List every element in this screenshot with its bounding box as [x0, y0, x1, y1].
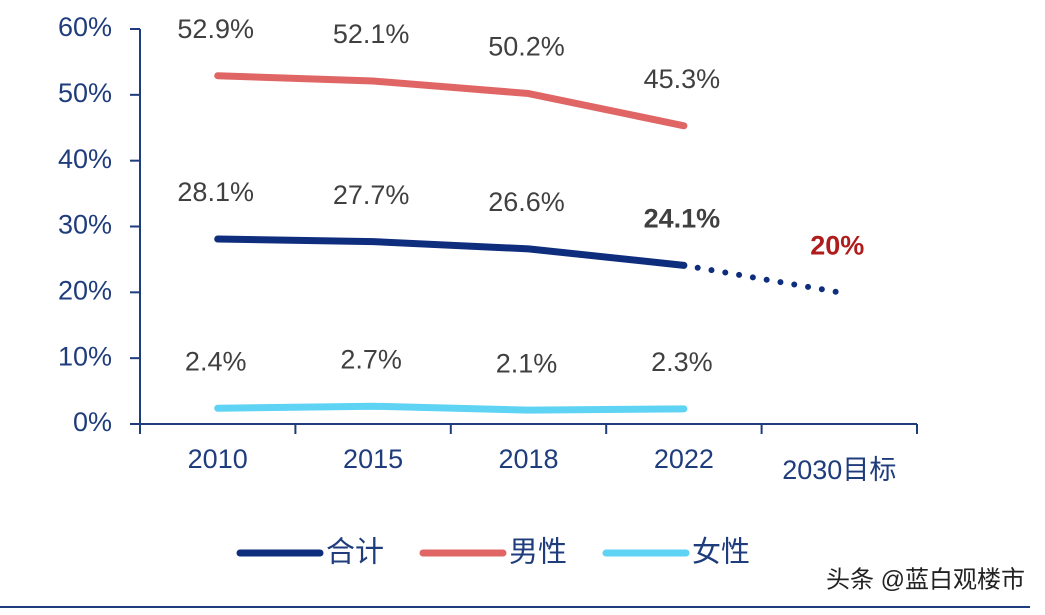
x-tick-label: 2015 [343, 444, 403, 474]
x-tick-label: 2018 [498, 444, 558, 474]
projection-line [680, 262, 843, 296]
series-line [214, 72, 688, 130]
data-label: 26.6% [488, 187, 565, 217]
y-tick-label: 50% [58, 78, 112, 108]
y-tick-label: 30% [58, 210, 112, 240]
data-label: 27.7% [333, 180, 410, 210]
legend-label: 合计 [326, 536, 384, 569]
data-label: 45.3% [644, 64, 721, 94]
data-label: 52.1% [333, 19, 410, 49]
data-label: 2.4% [185, 346, 247, 376]
data-label: 24.1% [644, 203, 721, 233]
y-tick-label: 10% [58, 341, 112, 371]
watermark: 头条 @蓝白观楼市 [826, 566, 1025, 593]
y-tick-label: 60% [58, 12, 112, 42]
legend-label: 男性 [509, 536, 567, 569]
x-tick-label: 2030目标 [782, 455, 896, 485]
data-label: 52.9% [177, 14, 254, 44]
data-label: 2.3% [651, 347, 713, 377]
series-line [214, 235, 688, 269]
y-tick-label: 20% [58, 275, 112, 305]
data-label: 50.2% [488, 32, 565, 62]
y-tick-label: 0% [73, 407, 112, 437]
series-line [214, 402, 688, 414]
data-label: 2.1% [496, 348, 558, 378]
x-tick-label: 2010 [188, 444, 248, 474]
y-tick-label: 40% [58, 144, 112, 174]
data-label: 28.1% [177, 177, 254, 207]
data-label: 20% [810, 230, 864, 260]
data-label: 2.7% [340, 344, 402, 374]
x-tick-label: 2022 [654, 444, 714, 474]
legend-label: 女性 [692, 536, 750, 569]
